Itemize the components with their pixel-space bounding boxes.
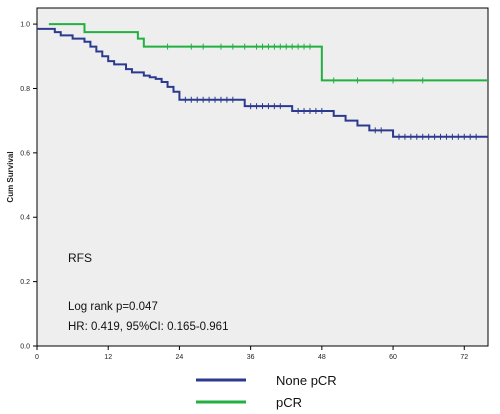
x-tick-label: 72 <box>460 354 468 361</box>
series-line-pcr <box>48 23 488 82</box>
y-tick-label: 0.4 <box>20 215 30 222</box>
x-tick-label: 12 <box>104 354 112 361</box>
y-tick-label: 0.2 <box>20 279 30 286</box>
legend-label-none-pcr: None pCR <box>276 373 337 388</box>
y-tick-label: 1.0 <box>20 22 30 29</box>
y-axis-label: Cum Survival <box>6 151 15 202</box>
logrank-text: Log rank p=0.047 <box>68 301 158 313</box>
x-tick-label: 24 <box>176 354 184 361</box>
legend-label-pcr: pCR <box>276 395 302 410</box>
plot-area <box>36 7 489 347</box>
series-line-none-pcr <box>37 27 488 138</box>
x-tick-label: 0 <box>35 354 39 361</box>
y-tick-label: 0.6 <box>20 150 30 157</box>
legend: None pCR pCR <box>196 373 337 410</box>
hazard-ratio-text: HR: 0.419, 95%CI: 0.165-0.961 <box>68 321 228 333</box>
censor-marks <box>167 43 477 140</box>
y-axis: 0.0 0.2 0.4 0.6 0.8 1.0 <box>20 22 37 351</box>
y-tick-label: 0.8 <box>20 86 30 93</box>
x-axis: 0 12 24 36 48 60 72 <box>35 346 468 361</box>
x-tick-label: 60 <box>389 354 397 361</box>
survival-curves <box>37 23 488 138</box>
x-tick-label: 36 <box>247 354 255 361</box>
x-tick-label: 48 <box>318 354 326 361</box>
endpoint-label: RFS <box>68 251 92 265</box>
y-tick-label: 0.0 <box>20 344 30 351</box>
